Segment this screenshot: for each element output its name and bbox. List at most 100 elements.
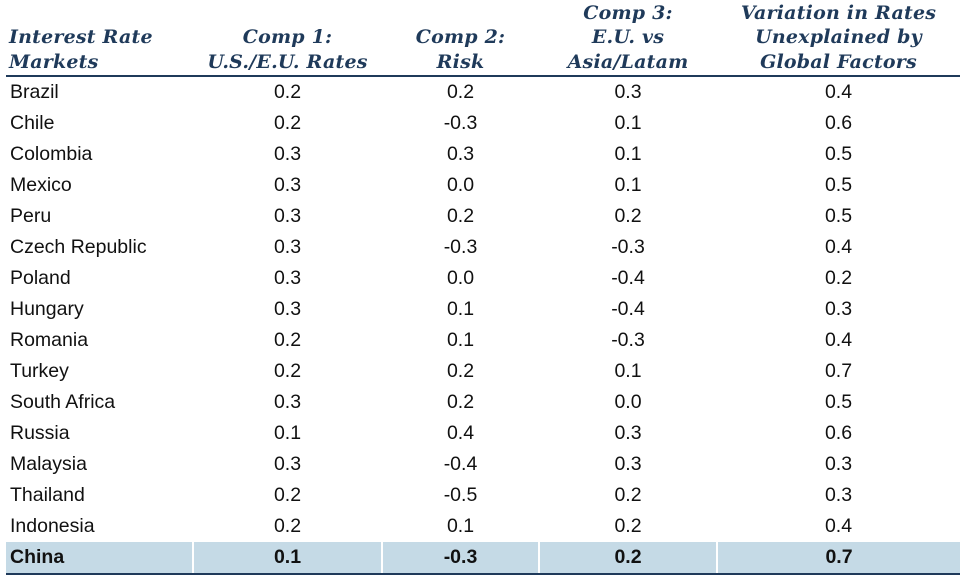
market-name-cell: Russia bbox=[6, 417, 193, 449]
column-header-line: Markets bbox=[9, 50, 99, 73]
column-header-line: Interest Rate bbox=[9, 26, 153, 48]
value-cell: 0.2 bbox=[539, 510, 717, 542]
value-cell: 0.1 bbox=[539, 138, 717, 170]
table-row: Chile 0.2 -0.3 0.1 0.6 bbox=[6, 107, 960, 139]
value-cell: -0.3 bbox=[382, 107, 539, 139]
market-name-cell: Malaysia bbox=[6, 448, 193, 480]
column-header-line: Comp 1: bbox=[242, 26, 333, 48]
value-cell: 0.0 bbox=[539, 386, 717, 418]
value-cell: -0.4 bbox=[539, 293, 717, 325]
value-cell: 0.1 bbox=[539, 169, 717, 201]
column-header-line: Variation in Rates bbox=[740, 1, 937, 24]
value-cell: 0.2 bbox=[539, 200, 717, 232]
value-cell: 0.2 bbox=[717, 262, 960, 294]
value-cell: 0.3 bbox=[717, 479, 960, 511]
table-row: China 0.1 -0.3 0.2 0.7 bbox=[6, 541, 960, 575]
table-body: Brazil 0.2 0.2 0.3 0.4 Chile 0.2 -0.3 0.1 0.6 Colo… bbox=[6, 76, 960, 575]
value-cell: 0.2 bbox=[539, 541, 718, 575]
value-cell: 0.3 bbox=[382, 138, 539, 170]
table-row: Czech Republic 0.3 -0.3 -0.3 0.4 bbox=[6, 231, 960, 263]
header-row: Interest Rate Markets Comp 1: U.S./E.U. Rat… bbox=[6, 0, 960, 77]
factor-table: Interest Rate Markets Comp 1: U.S./E.U. Rat… bbox=[6, 0, 960, 575]
table-row: Poland 0.3 0.0 -0.4 0.2 bbox=[6, 262, 960, 294]
market-name-cell: Colombia bbox=[6, 138, 193, 170]
value-cell: 0.1 bbox=[193, 541, 383, 575]
value-cell: 0.4 bbox=[717, 324, 960, 356]
value-cell: 0.1 bbox=[193, 417, 382, 449]
value-cell: 0.1 bbox=[539, 355, 717, 387]
column-header-line: Comp 3: bbox=[583, 1, 673, 24]
column-header-line: Asia/Latam bbox=[567, 50, 689, 73]
value-cell: 0.3 bbox=[193, 386, 382, 418]
value-cell: 0.4 bbox=[382, 417, 539, 449]
value-cell: 0.3 bbox=[193, 169, 382, 201]
market-name-cell: Brazil bbox=[6, 76, 193, 108]
column-header-line: Risk bbox=[436, 50, 485, 73]
column-header-2: Comp 2: Risk bbox=[382, 0, 539, 77]
table-row: Thailand 0.2 -0.5 0.2 0.3 bbox=[6, 479, 960, 511]
value-cell: 0.3 bbox=[539, 76, 717, 108]
value-cell: 0.3 bbox=[193, 200, 382, 232]
value-cell: 0.2 bbox=[382, 76, 539, 108]
value-cell: 0.2 bbox=[193, 107, 382, 139]
table-row: Hungary 0.3 0.1 -0.4 0.3 bbox=[6, 293, 960, 325]
market-name-cell: Indonesia bbox=[6, 510, 193, 542]
table-row: Russia 0.1 0.4 0.3 0.6 bbox=[6, 417, 960, 449]
value-cell: 0.1 bbox=[382, 293, 539, 325]
column-header-3: Comp 3: E.U. vs Asia/Latam bbox=[539, 0, 717, 77]
value-cell: 0.6 bbox=[717, 107, 960, 139]
value-cell: 0.0 bbox=[382, 262, 539, 294]
value-cell: 0.3 bbox=[539, 417, 717, 449]
column-header-line: Comp 2: bbox=[415, 26, 506, 48]
value-cell: -0.4 bbox=[539, 262, 717, 294]
value-cell: 0.7 bbox=[717, 355, 960, 387]
market-name-cell: China bbox=[6, 541, 194, 575]
column-header-0: Interest Rate Markets bbox=[6, 0, 193, 77]
value-cell: 0.3 bbox=[193, 231, 382, 263]
value-cell: 0.3 bbox=[193, 262, 382, 294]
value-cell: 0.2 bbox=[193, 324, 382, 356]
value-cell: -0.5 bbox=[382, 479, 539, 511]
value-cell: 0.2 bbox=[382, 355, 539, 387]
value-cell: 0.7 bbox=[717, 541, 960, 575]
value-cell: 0.6 bbox=[717, 417, 960, 449]
value-cell: -0.3 bbox=[539, 324, 717, 356]
value-cell: -0.3 bbox=[382, 541, 540, 575]
column-header-line: Unexplained by bbox=[755, 26, 922, 48]
table-row: Malaysia 0.3 -0.4 0.3 0.3 bbox=[6, 448, 960, 480]
table-row: Brazil 0.2 0.2 0.3 0.4 bbox=[6, 76, 960, 108]
value-cell: 0.3 bbox=[539, 448, 717, 480]
value-cell: 0.2 bbox=[193, 479, 382, 511]
value-cell: -0.3 bbox=[539, 231, 717, 263]
value-cell: 0.2 bbox=[193, 510, 382, 542]
value-cell: 0.5 bbox=[717, 386, 960, 418]
factor-table-container: Interest Rate Markets Comp 1: U.S./E.U. Rat… bbox=[6, 0, 960, 575]
value-cell: 0.2 bbox=[193, 76, 382, 108]
column-header-line: Global Factors bbox=[760, 50, 917, 73]
value-cell: -0.3 bbox=[382, 231, 539, 263]
value-cell: 0.1 bbox=[382, 510, 539, 542]
value-cell: 0.1 bbox=[539, 107, 717, 139]
market-name-cell: Mexico bbox=[6, 169, 193, 201]
table-row: Peru 0.3 0.2 0.2 0.5 bbox=[6, 200, 960, 232]
market-name-cell: Chile bbox=[6, 107, 193, 139]
column-header-1: Comp 1: U.S./E.U. Rates bbox=[193, 0, 382, 77]
market-name-cell: Thailand bbox=[6, 479, 193, 511]
table-row: Indonesia 0.2 0.1 0.2 0.4 bbox=[6, 510, 960, 542]
value-cell: 0.2 bbox=[382, 200, 539, 232]
market-name-cell: Romania bbox=[6, 324, 193, 356]
table-row: Colombia 0.3 0.3 0.1 0.5 bbox=[6, 138, 960, 170]
table-row: South Africa 0.3 0.2 0.0 0.5 bbox=[6, 386, 960, 418]
column-header-line: E.U. vs bbox=[591, 26, 665, 48]
value-cell: 0.5 bbox=[717, 200, 960, 232]
value-cell: 0.2 bbox=[539, 479, 717, 511]
column-header-4: Variation in Rates Unexplained by Global F… bbox=[717, 0, 960, 77]
value-cell: 0.2 bbox=[382, 386, 539, 418]
value-cell: 0.4 bbox=[717, 231, 960, 263]
table-row: Turkey 0.2 0.2 0.1 0.7 bbox=[6, 355, 960, 387]
table-row: Romania 0.2 0.1 -0.3 0.4 bbox=[6, 324, 960, 356]
market-name-cell: South Africa bbox=[6, 386, 193, 418]
value-cell: 0.3 bbox=[717, 293, 960, 325]
table-row: Mexico 0.3 0.0 0.1 0.5 bbox=[6, 169, 960, 201]
value-cell: 0.3 bbox=[193, 293, 382, 325]
